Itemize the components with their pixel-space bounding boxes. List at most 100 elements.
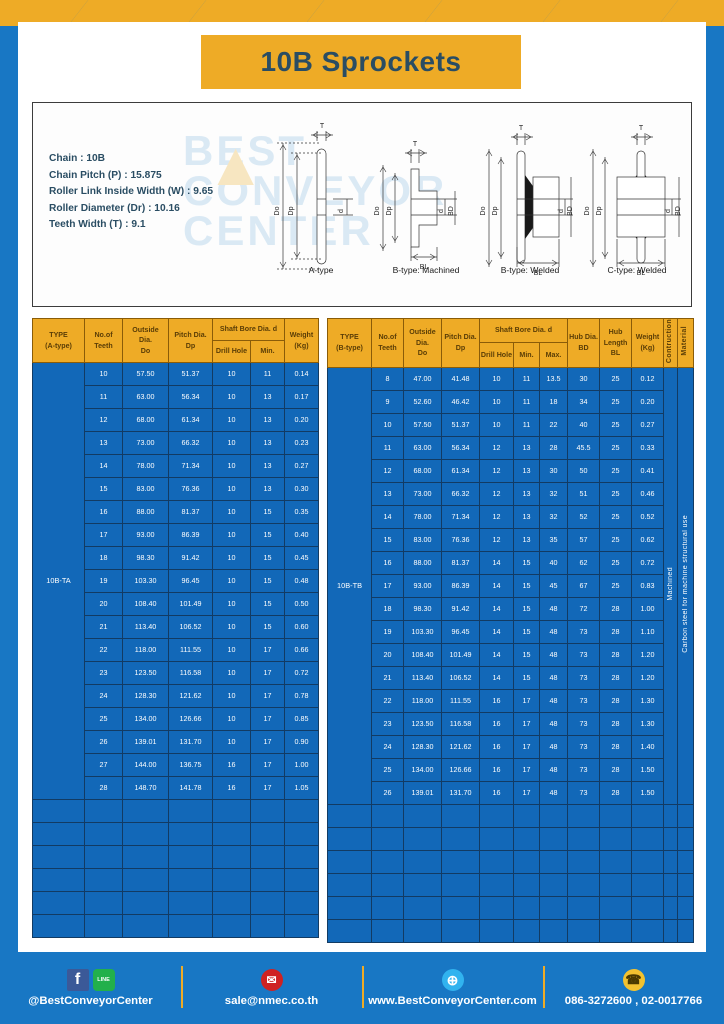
sprocket-diagrams: Do Dp d T A-type <box>261 109 686 305</box>
cell-material: Carbon steel for machine structural use <box>677 366 695 805</box>
cell-blank <box>538 826 569 851</box>
footer-social[interactable]: f LINE @BestConveyorCenter <box>0 952 181 1024</box>
cell-pitch-dia: 56.34 <box>441 435 480 460</box>
svg-text:d: d <box>665 209 672 213</box>
cell-drill-hole: 12 <box>479 458 514 483</box>
svg-text:BL: BL <box>637 270 646 277</box>
header-shaft-bore-group-b: Shaft Bore Dia. d <box>478 317 569 344</box>
table-row: 16 88.00 81.37 10 15 0.35 <box>33 500 319 524</box>
phone-icon[interactable]: ☎ <box>622 969 645 991</box>
cell-outside-dia: 57.50 <box>122 362 169 386</box>
cell-drill-hole: 10 <box>212 730 251 754</box>
footer-phone[interactable]: ☎ 086-3272600 , 02-0017766 <box>543 952 724 1024</box>
cell-hub-length: 25 <box>599 573 633 598</box>
cell-blank <box>403 849 442 874</box>
cell-blank <box>567 918 601 943</box>
mail-icon[interactable]: ✉ <box>260 969 283 991</box>
cell-drill-hole: 14 <box>479 550 514 575</box>
facebook-icon[interactable]: f <box>66 969 89 991</box>
line-bubble-shape: LINE <box>93 971 114 989</box>
cell-max: 48 <box>538 596 569 621</box>
cell-outside-dia: 128.30 <box>403 734 442 759</box>
cell-blank <box>327 849 372 874</box>
cell-min: 13 <box>513 481 540 506</box>
content-sheet: 10B Sprockets ▲ BEST CONVEYOR CENTER Cha… <box>18 22 706 952</box>
cell-drill-hole: 10 <box>212 477 251 501</box>
cell-min: 17 <box>513 734 540 759</box>
cell-drill-hole: 10 <box>212 569 251 593</box>
globe-icon[interactable]: ⊕ <box>441 969 464 991</box>
cell-weight: 0.46 <box>631 481 665 506</box>
cell-outside-dia: 68.00 <box>403 458 442 483</box>
cell-drill-hole: 14 <box>479 665 514 690</box>
cell-teeth: 26 <box>371 780 404 805</box>
cell-drill-hole: 16 <box>212 753 251 777</box>
cell-min: 17 <box>513 711 540 736</box>
cell-min: 15 <box>513 550 540 575</box>
cell-hub-length: 25 <box>599 412 633 437</box>
table-row-blank <box>327 872 695 897</box>
svg-text:Do: Do <box>584 206 591 215</box>
footer-website[interactable]: ⊕ www.BestConveyorCenter.com <box>362 952 543 1024</box>
table-row: 13 73.00 66.32 12 13 32 51 25 0.46 <box>328 481 694 506</box>
spec-chain-pitch: Chain Pitch (P) : 15.875 <box>49 169 162 181</box>
footer-email[interactable]: ✉ sale@nmec.co.th <box>181 952 362 1024</box>
cell-max: 48 <box>538 665 569 690</box>
cell-outside-dia: 78.00 <box>403 504 442 529</box>
table-a-body: 10B-TA 10 57.50 51.37 10 11 0.14 11 63.00 56.34 10… <box>32 362 319 938</box>
cell-min: 15 <box>513 573 540 598</box>
table-row-blank <box>32 799 319 823</box>
cell-blank <box>513 872 540 897</box>
cell-min: 13 <box>513 527 540 552</box>
line-icon[interactable]: LINE <box>92 969 115 991</box>
table-row: 25 134.00 126.66 16 17 48 73 28 1.50 <box>328 757 694 782</box>
cell-blank <box>284 822 319 846</box>
svg-text:Dp: Dp <box>596 206 603 215</box>
cell-outside-dia: 63.00 <box>122 385 169 409</box>
table-row: 27 144.00 136.75 16 17 1.00 <box>33 753 319 777</box>
cell-min: 17 <box>513 757 540 782</box>
cell-blank <box>513 826 540 851</box>
cell-construction: Machined <box>663 366 679 805</box>
cell-min: 15 <box>250 523 285 547</box>
cell-pitch-dia: 71.34 <box>168 454 213 478</box>
cell-blank <box>284 845 319 869</box>
header-hub-length-b: Hub Length BL <box>599 318 633 368</box>
cell-min: 15 <box>250 546 285 570</box>
table-row-blank <box>327 826 695 851</box>
cell-min: 15 <box>513 596 540 621</box>
cell-drill-hole: 10 <box>212 707 251 731</box>
cell-pitch-dia: 51.37 <box>168 362 213 386</box>
cell-blank <box>122 891 169 915</box>
cell-max: 48 <box>538 711 569 736</box>
cell-outside-dia: 88.00 <box>122 500 169 524</box>
cell-blank <box>212 914 251 938</box>
cell-blank <box>599 803 633 828</box>
cell-pitch-dia: 46.42 <box>441 389 480 414</box>
cell-blank <box>631 826 665 851</box>
table-b-type: TYPE (B-type) No.of Teeth Outside Dia. D… <box>327 317 695 943</box>
cell-hub-dia: 45.5 <box>567 435 601 460</box>
cell-hub-dia: 73 <box>567 711 601 736</box>
cell-hub-length: 28 <box>599 711 633 736</box>
cell-weight: 0.17 <box>284 385 319 409</box>
cell-hub-length: 28 <box>599 665 633 690</box>
cell-teeth: 20 <box>84 592 123 616</box>
cell-min: 15 <box>513 642 540 667</box>
cell-min: 15 <box>250 615 285 639</box>
cell-weight: 1.40 <box>631 734 665 759</box>
cell-min: 17 <box>513 780 540 805</box>
cell-blank <box>284 799 319 823</box>
cell-hub-dia: 67 <box>567 573 601 598</box>
cell-blank <box>403 803 442 828</box>
cell-pitch-dia: 116.58 <box>441 711 480 736</box>
cell-blank <box>631 849 665 874</box>
cell-hub-length: 28 <box>599 642 633 667</box>
table-row: 22 118.00 111.55 16 17 48 73 28 1.30 <box>328 688 694 713</box>
cell-outside-dia: 144.00 <box>122 753 169 777</box>
cell-blank <box>663 895 679 920</box>
cell-blank <box>631 803 665 828</box>
cell-pitch-dia: 86.39 <box>168 523 213 547</box>
cell-max: 48 <box>538 642 569 667</box>
cell-outside-dia: 98.30 <box>403 596 442 621</box>
